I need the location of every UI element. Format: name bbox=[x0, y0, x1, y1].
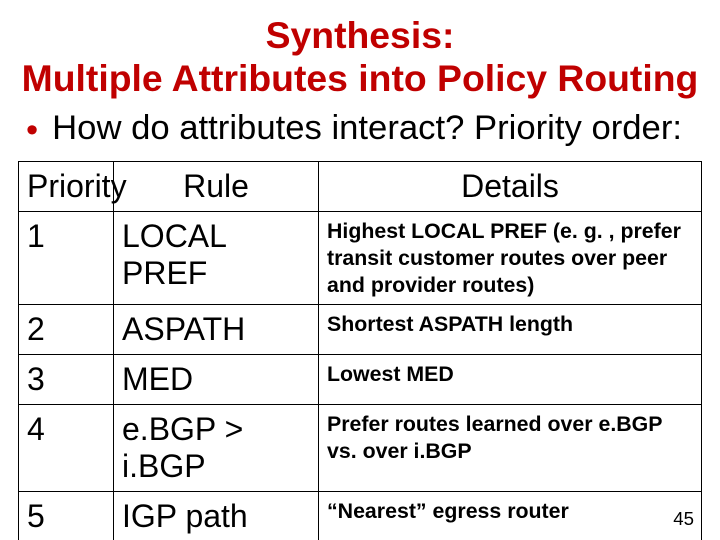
cell-details: “Nearest” egress router bbox=[319, 492, 702, 540]
bullet-row: • How do attributes interact? Priority o… bbox=[18, 108, 702, 150]
cell-details: Highest LOCAL PREF (e. g. , prefer trans… bbox=[319, 212, 702, 305]
cell-priority: 3 bbox=[19, 355, 114, 405]
table-header-row: Priority Rule Details bbox=[19, 162, 702, 212]
cell-priority: 4 bbox=[19, 405, 114, 492]
slide-title: Synthesis: Multiple Attributes into Poli… bbox=[18, 14, 702, 100]
table-row: 2 ASPATH Shortest ASPATH length bbox=[19, 305, 702, 355]
col-header-rule: Rule bbox=[114, 162, 319, 212]
cell-rule: e.BGP > i.BGP bbox=[114, 405, 319, 492]
table-row: 1 LOCAL PREF Highest LOCAL PREF (e. g. ,… bbox=[19, 212, 702, 305]
cell-rule: IGP path bbox=[114, 492, 319, 540]
cell-priority: 2 bbox=[19, 305, 114, 355]
table-body: 1 LOCAL PREF Highest LOCAL PREF (e. g. ,… bbox=[19, 212, 702, 540]
col-header-priority: Priority bbox=[19, 162, 114, 212]
table-row: 4 e.BGP > i.BGP Prefer routes learned ov… bbox=[19, 405, 702, 492]
table-row: 5 IGP path “Nearest” egress router bbox=[19, 492, 702, 540]
page-number: 45 bbox=[673, 508, 694, 530]
cell-details: Lowest MED bbox=[319, 355, 702, 405]
cell-details: Shortest ASPATH length bbox=[319, 305, 702, 355]
col-header-details: Details bbox=[319, 162, 702, 212]
priority-table: Priority Rule Details 1 LOCAL PREF Highe… bbox=[18, 161, 702, 540]
table-row: 3 MED Lowest MED bbox=[19, 355, 702, 405]
cell-priority: 1 bbox=[19, 212, 114, 305]
slide: Synthesis: Multiple Attributes into Poli… bbox=[0, 0, 720, 540]
cell-rule: LOCAL PREF bbox=[114, 212, 319, 305]
bullet-dot-icon: • bbox=[26, 122, 38, 139]
cell-rule: MED bbox=[114, 355, 319, 405]
bullet-text: How do attributes interact? Priority ord… bbox=[52, 108, 682, 150]
cell-priority: 5 bbox=[19, 492, 114, 540]
cell-details: Prefer routes learned over e.BGP vs. ove… bbox=[319, 405, 702, 492]
title-line-1: Synthesis: bbox=[266, 14, 455, 56]
title-line-2: Multiple Attributes into Policy Routing bbox=[22, 57, 699, 99]
cell-rule: ASPATH bbox=[114, 305, 319, 355]
